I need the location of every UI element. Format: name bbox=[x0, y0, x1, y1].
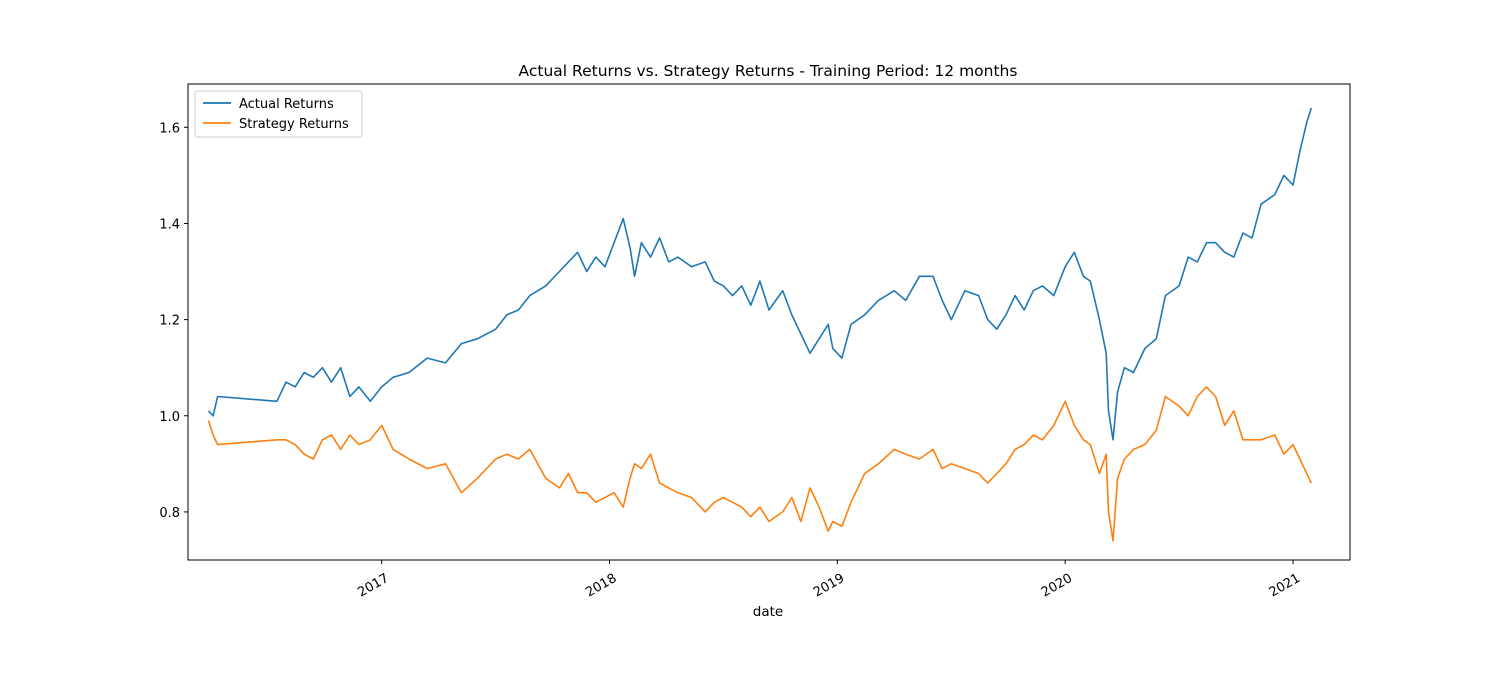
y-tick-label: 1.0 bbox=[159, 410, 180, 425]
series-line-actual-returns bbox=[207, 107, 1313, 441]
legend-label: Strategy Returns bbox=[239, 117, 349, 132]
x-axis-label: date bbox=[753, 604, 783, 620]
y-tick-label: 0.8 bbox=[159, 506, 180, 521]
legend: Actual Returns Strategy Returns bbox=[194, 90, 363, 138]
y-tick-label: 1.2 bbox=[159, 314, 180, 329]
y-axis: 0.8 1.0 1.2 1.4 1.6 bbox=[159, 121, 188, 521]
y-tick-label: 1.6 bbox=[159, 121, 180, 136]
legend-label: Actual Returns bbox=[239, 97, 334, 112]
y-tick-label: 1.4 bbox=[159, 217, 180, 232]
chart-title: Actual Returns vs. Strategy Returns - Tr… bbox=[519, 62, 1018, 80]
plot-frame bbox=[187, 83, 1351, 561]
series-line-strategy-returns bbox=[207, 386, 1313, 542]
plot-area bbox=[187, 83, 1351, 561]
legend-box bbox=[194, 90, 363, 138]
